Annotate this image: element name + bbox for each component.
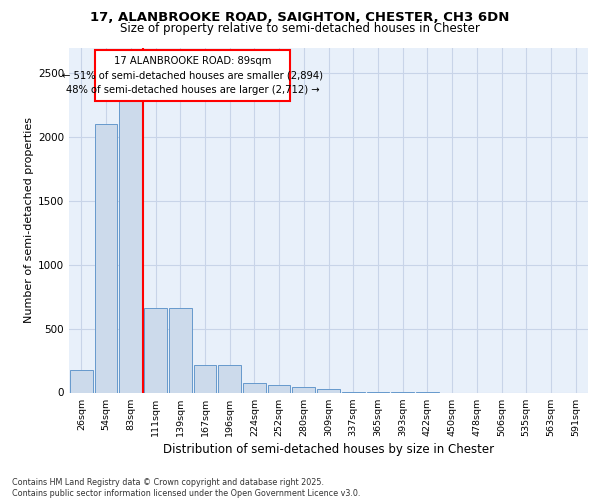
Text: ← 51% of semi-detached houses are smaller (2,894): ← 51% of semi-detached houses are smalle… [62,71,323,81]
Bar [194,365,216,392]
Text: 48% of semi-detached houses are larger (2,712) →: 48% of semi-detached houses are larger (… [66,86,319,96]
Text: 17 ALANBROOKE ROAD: 89sqm: 17 ALANBROOKE ROAD: 89sqm [114,56,271,66]
Bar [70,370,93,392]
Bar [243,383,266,392]
Y-axis label: Number of semi-detached properties: Number of semi-detached properties [24,117,34,323]
Bar [317,390,340,392]
Bar [169,308,191,392]
Bar [268,386,290,392]
Bar [218,365,241,392]
Text: Contains HM Land Registry data © Crown copyright and database right 2025.
Contai: Contains HM Land Registry data © Crown c… [12,478,361,498]
X-axis label: Distribution of semi-detached houses by size in Chester: Distribution of semi-detached houses by … [163,443,494,456]
FancyBboxPatch shape [95,50,290,101]
Text: 17, ALANBROOKE ROAD, SAIGHTON, CHESTER, CH3 6DN: 17, ALANBROOKE ROAD, SAIGHTON, CHESTER, … [91,11,509,24]
Bar [292,388,315,392]
Bar [119,84,142,392]
Text: Size of property relative to semi-detached houses in Chester: Size of property relative to semi-detach… [120,22,480,35]
Bar [95,124,118,392]
Bar [144,308,167,392]
